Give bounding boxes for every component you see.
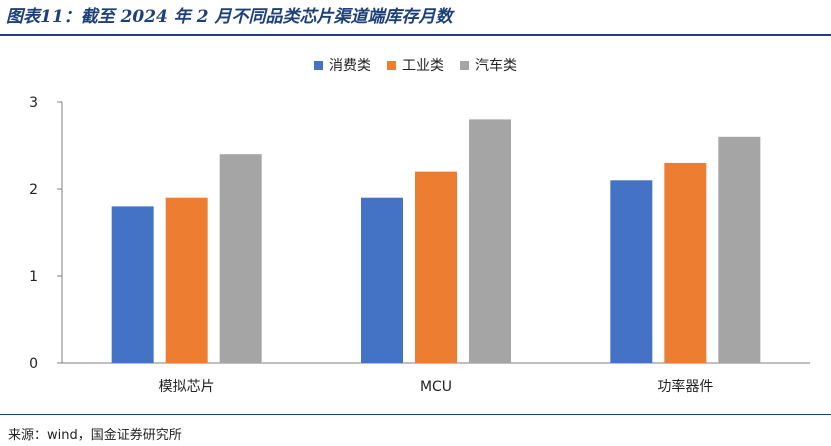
x-tick-label: 功率器件 — [657, 378, 713, 395]
bar-consumer-power-devices — [610, 180, 653, 363]
bar-industrial-analog-chips — [165, 197, 208, 363]
bar-automotive-power-devices — [718, 136, 761, 363]
source-note: 来源：wind，国金证券研究所 — [8, 428, 182, 443]
bar-industrial-mcu — [415, 171, 457, 363]
legend-swatch-industrial — [387, 60, 396, 70]
x-tick-label: 模拟芯片 — [159, 379, 215, 395]
bar-consumer-mcu — [361, 197, 403, 363]
source-divider — [0, 414, 831, 415]
y-tick-label: 2 — [29, 182, 38, 198]
legend-swatch-consumer — [314, 60, 323, 70]
legend-label-industrial: 工业类 — [402, 58, 444, 74]
bar-consumer-analog-chips — [111, 206, 154, 363]
legend-label-automotive: 汽车类 — [475, 58, 517, 74]
x-tick-label: MCU — [420, 379, 452, 395]
chart-title: 图表11：截至 2024 年 2 月不同品类芯片渠道端库存月数 — [6, 7, 453, 27]
legend-label-consumer: 消费类 — [329, 58, 371, 74]
legend-item-automotive: 汽车类 — [460, 55, 517, 75]
legend: 消费类 工业类 汽车类 — [0, 55, 831, 75]
legend-item-consumer: 消费类 — [314, 55, 371, 75]
bar-automotive-analog-chips — [219, 154, 262, 363]
y-tick-label: 3 — [29, 95, 38, 111]
bar-industrial-power-devices — [664, 162, 707, 363]
bar-automotive-mcu — [469, 119, 511, 364]
title-divider — [0, 34, 831, 36]
y-tick-label: 1 — [29, 269, 38, 285]
legend-swatch-automotive — [460, 60, 469, 70]
legend-item-industrial: 工业类 — [387, 55, 444, 75]
y-tick-label: 0 — [29, 356, 38, 372]
